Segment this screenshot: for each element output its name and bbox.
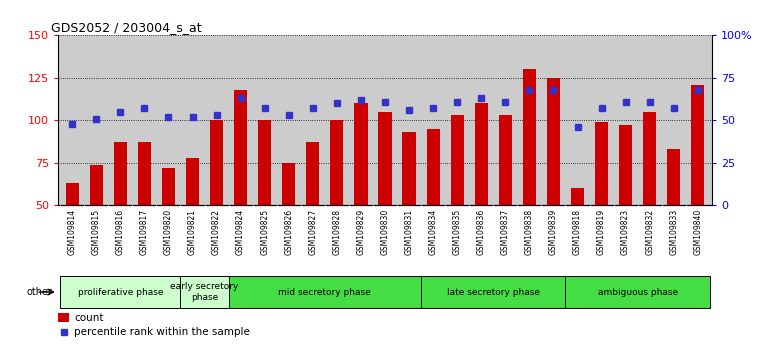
Text: GSM109817: GSM109817 [140,209,149,255]
Bar [186,158,199,205]
Text: GSM109832: GSM109832 [645,209,654,255]
Text: GSM109835: GSM109835 [453,209,462,255]
Bar [523,69,536,205]
Bar [643,112,656,205]
Bar [619,125,632,205]
Bar [427,129,440,205]
Text: GSM109829: GSM109829 [357,209,366,255]
Bar [378,112,392,205]
Text: GSM109821: GSM109821 [188,209,197,255]
Text: GSM109831: GSM109831 [404,209,413,255]
Text: GSM109828: GSM109828 [333,209,341,255]
Text: late secretory phase: late secretory phase [447,287,540,297]
Text: GSM109824: GSM109824 [236,209,245,255]
Text: GSM109820: GSM109820 [164,209,173,255]
Text: GSM109818: GSM109818 [573,209,582,255]
Bar [354,103,367,205]
Text: GSM109825: GSM109825 [260,209,269,255]
Bar [138,142,151,205]
Text: GSM109816: GSM109816 [116,209,125,255]
Bar [474,103,488,205]
Text: GSM109830: GSM109830 [380,209,390,255]
Text: count: count [74,313,104,323]
Text: proliferative phase: proliferative phase [78,287,163,297]
Bar [258,120,271,205]
Bar [571,188,584,205]
Bar [306,142,320,205]
Text: GSM109814: GSM109814 [68,209,77,255]
Bar [162,168,175,205]
Bar [450,115,464,205]
Bar [229,276,421,308]
Text: GSM109815: GSM109815 [92,209,101,255]
Bar [667,149,681,205]
Text: GSM109840: GSM109840 [693,209,702,255]
Bar [565,276,710,308]
Text: GSM109836: GSM109836 [477,209,486,255]
Bar [234,90,247,205]
Text: GSM109834: GSM109834 [429,209,437,255]
Text: GSM109822: GSM109822 [212,209,221,255]
Bar [65,183,79,205]
Bar [210,120,223,205]
Text: GSM109838: GSM109838 [525,209,534,255]
Text: GSM109837: GSM109837 [500,209,510,255]
Bar [547,78,560,205]
Text: GSM109827: GSM109827 [308,209,317,255]
Bar [58,313,69,322]
Text: GSM109833: GSM109833 [669,209,678,255]
Bar [691,85,705,205]
Bar [114,142,127,205]
Bar [180,276,229,308]
Text: GSM109819: GSM109819 [597,209,606,255]
Bar [330,120,343,205]
Bar [421,276,565,308]
Bar [60,276,180,308]
Text: GDS2052 / 203004_s_at: GDS2052 / 203004_s_at [51,21,202,34]
Text: GSM109823: GSM109823 [621,209,630,255]
Text: GSM109839: GSM109839 [549,209,558,255]
Text: GSM109826: GSM109826 [284,209,293,255]
Bar [403,132,416,205]
Text: percentile rank within the sample: percentile rank within the sample [74,327,250,337]
Text: mid secretory phase: mid secretory phase [279,287,371,297]
Text: ambiguous phase: ambiguous phase [598,287,678,297]
Bar [282,163,296,205]
Bar [89,165,103,205]
Text: other: other [27,287,53,297]
Text: early secretory
phase: early secretory phase [170,282,239,302]
Bar [595,122,608,205]
Bar [499,115,512,205]
